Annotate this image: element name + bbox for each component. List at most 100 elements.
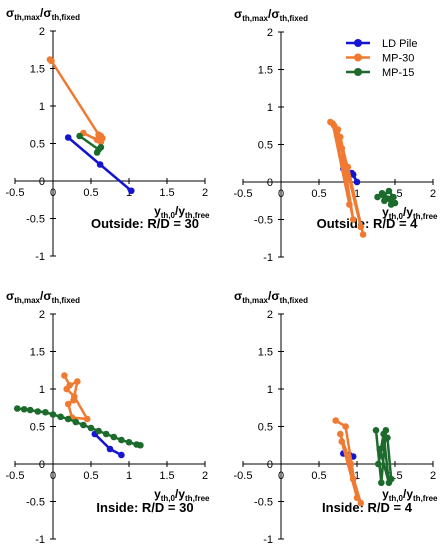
data-point (102, 430, 110, 438)
series-ld-pile (91, 430, 125, 459)
series-mp-30 (332, 417, 365, 507)
panel-title: Outside: R/D = 4 (317, 216, 419, 231)
y-tick-label: -1 (35, 251, 45, 263)
data-point (74, 378, 81, 385)
series-mp-30 (61, 372, 91, 423)
data-point (374, 460, 382, 468)
data-point (332, 417, 340, 424)
data-point (374, 193, 381, 201)
data-point (329, 120, 336, 127)
y-tick-label: -0.5 (254, 497, 273, 509)
data-point (376, 445, 384, 453)
data-point (387, 475, 395, 483)
x-tick-label: 0 (50, 470, 56, 482)
y-tick-label: 1 (267, 384, 273, 396)
y-axis-label: σth,max/σth,fixed (6, 6, 80, 22)
y-tick-label: 2 (267, 309, 273, 321)
data-point (63, 385, 70, 393)
data-point (359, 231, 367, 238)
x-tick-label: 2 (202, 187, 208, 199)
data-point (380, 192, 387, 199)
data-point (61, 372, 68, 379)
y-tick-label: 1.5 (30, 64, 45, 76)
data-point (390, 193, 397, 201)
series-mp-15 (372, 426, 395, 487)
chart-panels: -0.5 0 0.5 1 1.5 2 -1 -0.5 0 0.5 1 1.5 2 σth,max/σth,… (6, 6, 439, 546)
data-point (13, 405, 21, 412)
series-mp-15 (13, 405, 144, 449)
data-point (48, 57, 55, 65)
y-tick-label: -1 (35, 534, 45, 546)
data-point (346, 201, 353, 208)
x-tick-label: -0.5 (234, 188, 253, 200)
legend-swatch-marker (354, 68, 362, 76)
y-tick-label: 0.5 (30, 139, 45, 151)
series-mp-15 (374, 187, 399, 208)
series-line (335, 419, 363, 505)
data-point (76, 132, 83, 140)
y-tick-label: 1.5 (258, 65, 273, 77)
x-axis-label: yth,0/yth,free (154, 487, 210, 503)
y-tick-label: 1 (39, 101, 45, 113)
y-tick-label: 2 (39, 309, 45, 321)
legend: LD Pile MP-30 MP-15 (346, 38, 417, 79)
y-tick-label: -0.5 (254, 215, 273, 227)
data-point (34, 408, 42, 415)
data-point (26, 406, 34, 414)
data-point (70, 393, 78, 400)
x-axis-label: yth,0/yth,free (382, 205, 438, 221)
panel-title: Inside: R/D = 30 (96, 500, 193, 515)
data-point (64, 134, 72, 141)
y-tick-label: -1 (263, 534, 273, 546)
x-axis-label: yth,0/yth,free (382, 487, 438, 503)
y-tick-label: 0.5 (258, 140, 273, 152)
data-point (349, 216, 357, 223)
y-tick-label: 1.5 (30, 347, 45, 359)
series-line (49, 58, 104, 144)
y-tick-label: -0.5 (26, 214, 45, 226)
data-point (338, 438, 346, 445)
y-tick-label: -0.5 (26, 497, 45, 509)
x-tick-label: -0.5 (234, 470, 253, 482)
x-tick-label: 0 (50, 187, 56, 199)
data-point (372, 426, 380, 434)
data-point (353, 494, 361, 502)
legend-item: LD Pile (346, 38, 417, 50)
legend-item: MP-15 (346, 67, 414, 79)
data-point (87, 424, 95, 432)
series-mp-30 (46, 56, 106, 146)
data-point (42, 408, 49, 416)
y-tick-label: 1 (39, 384, 45, 396)
legend-label: MP-15 (382, 67, 414, 79)
legend-label: LD Pile (382, 38, 417, 50)
x-tick-label: 1 (354, 470, 360, 482)
data-point (95, 427, 102, 435)
x-tick-label: 1.5 (159, 470, 174, 482)
data-point (137, 441, 144, 449)
chart-panel-2: -0.5 0 0.5 1 1.5 2-1-0.500.511.52σth,max/σth,… (234, 7, 439, 264)
x-tick-label: 2 (430, 188, 436, 200)
x-tick-label: 0.5 (311, 470, 326, 482)
data-point (106, 445, 114, 453)
data-point (336, 430, 344, 438)
panel-title: Outside: R/D = 30 (91, 216, 199, 231)
x-tick-label: 0 (278, 188, 284, 200)
x-tick-label: 0 (278, 470, 284, 482)
y-tick-label: 2 (39, 26, 45, 38)
legend-swatch-marker (354, 39, 362, 47)
legend-label: MP-30 (382, 53, 414, 65)
data-point (349, 475, 357, 483)
x-tick-label: 1 (354, 188, 360, 200)
x-tick-label: -0.5 (6, 187, 25, 199)
data-point (93, 149, 101, 156)
y-axis-label: σth,max/σth,fixed (234, 289, 308, 305)
data-point (357, 223, 365, 231)
data-point (97, 143, 105, 151)
y-tick-label: 0 (39, 176, 45, 188)
x-tick-label: 0.5 (83, 187, 98, 199)
data-point (385, 187, 393, 195)
y-tick-label: 2 (267, 27, 273, 39)
y-tick-label: -1 (263, 252, 273, 264)
data-point (57, 413, 64, 421)
legend-swatch-marker (354, 53, 362, 62)
